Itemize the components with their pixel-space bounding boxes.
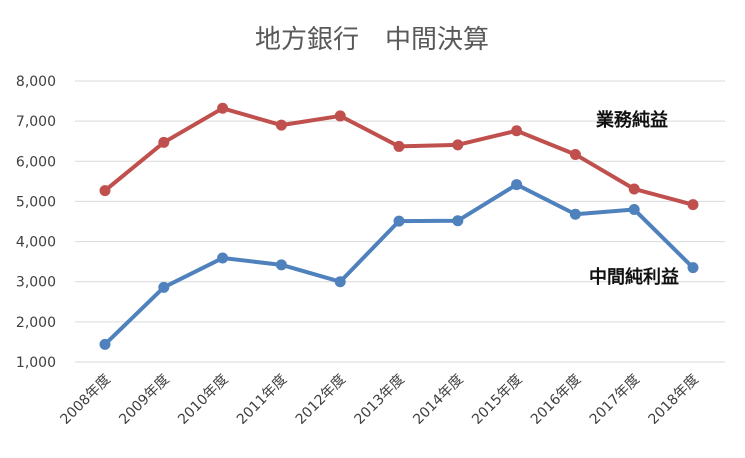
y-tick-label: 6,000 — [16, 154, 56, 170]
x-tick-label: 2010年度 — [175, 372, 231, 428]
x-tick-label: 2013年度 — [352, 372, 408, 428]
data-point — [99, 185, 111, 197]
data-point — [687, 262, 699, 274]
x-tick-label: 2012年度 — [293, 372, 349, 428]
x-tick-label: 2017年度 — [587, 372, 643, 428]
data-point — [393, 140, 405, 152]
y-tick-label: 1,000 — [16, 355, 56, 371]
y-tick-label: 7,000 — [16, 114, 56, 130]
data-point — [334, 110, 346, 122]
x-tick-label: 2016年度 — [528, 372, 584, 428]
data-point — [452, 215, 464, 227]
data-point — [628, 203, 640, 215]
x-tick-label: 2014年度 — [410, 372, 466, 428]
series-line-1 — [103, 182, 695, 347]
chart-title: 地方銀行 中間決算 — [255, 25, 489, 55]
data-point — [628, 183, 640, 195]
data-point — [99, 338, 111, 350]
y-tick-label: 3,000 — [16, 275, 56, 291]
data-point — [158, 281, 170, 293]
x-tick-label: 2011年度 — [234, 372, 290, 428]
y-tick-label: 5,000 — [16, 194, 56, 210]
data-point — [569, 208, 581, 220]
x-tick-label: 2008年度 — [58, 372, 114, 428]
data-point — [158, 136, 170, 148]
x-tick-label: 2018年度 — [646, 372, 702, 428]
data-point — [275, 119, 287, 131]
data-point — [393, 215, 405, 227]
data-point — [687, 199, 699, 211]
series-label-operating-profit: 業務純益 — [595, 109, 668, 131]
data-point — [511, 125, 523, 137]
y-tick-label: 2,000 — [16, 315, 56, 331]
x-tick-label: 2015年度 — [469, 372, 525, 428]
y-tick-label: 8,000 — [16, 74, 56, 90]
data-point — [275, 259, 287, 271]
series-label-interim-net-income: 中間純利益 — [589, 266, 679, 288]
data-point — [569, 148, 581, 160]
y-tick-label: 4,000 — [16, 235, 56, 251]
data-point — [217, 102, 229, 114]
data-point — [217, 252, 229, 264]
x-tick-label: 2009年度 — [116, 372, 172, 428]
data-point — [511, 179, 523, 191]
data-point — [334, 276, 346, 288]
data-point — [452, 139, 464, 151]
